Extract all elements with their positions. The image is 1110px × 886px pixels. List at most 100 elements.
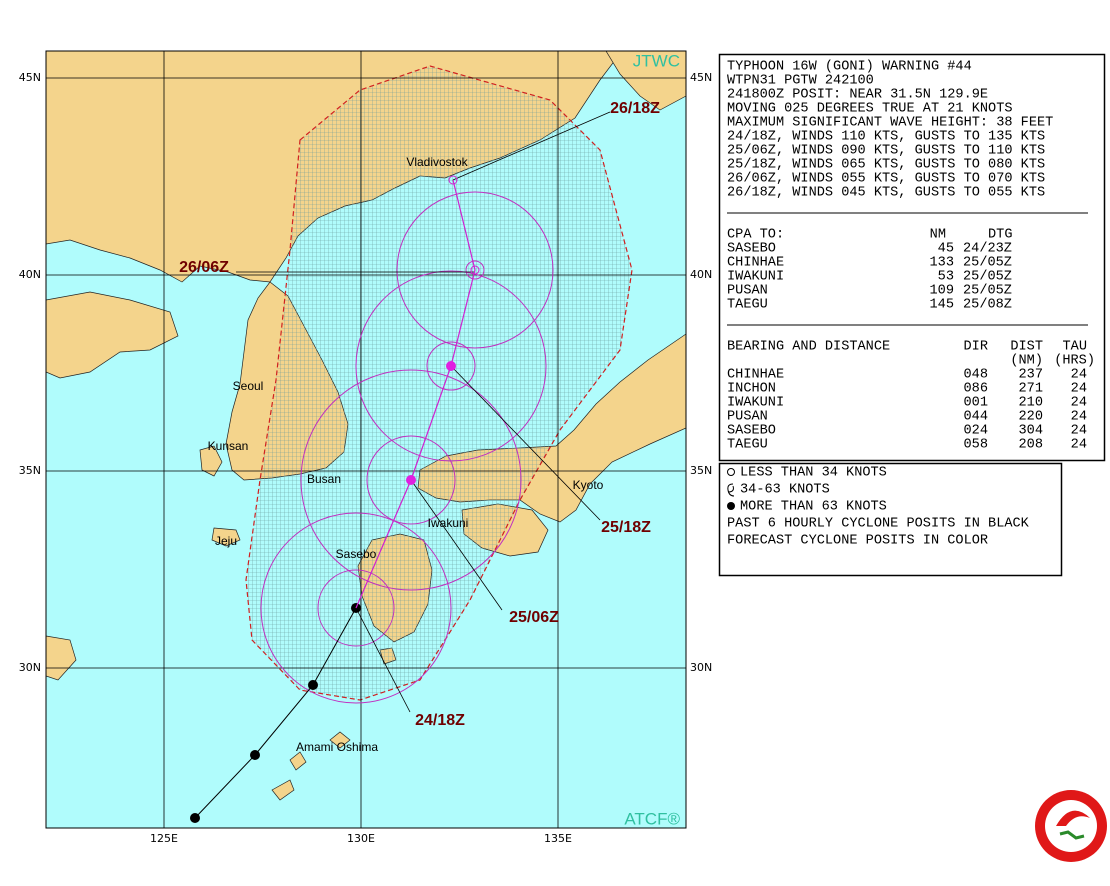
lon-label: 125E	[150, 832, 178, 845]
legend-icon	[727, 468, 735, 476]
legend-item: LESS THAN 34 KNOTS	[740, 466, 887, 481]
bearing-value: 237	[1019, 368, 1043, 383]
bearing-value: 048	[964, 368, 988, 383]
bearing-value: 058	[964, 438, 988, 453]
bearing-value: 210	[1019, 396, 1043, 411]
cpa-dtg: 25/08Z	[963, 298, 1012, 313]
bearing-value: 304	[1019, 424, 1043, 439]
map-labels: JTWC ATCF® Vladivostok Seoul Kunsan Busan Iwak…	[179, 51, 680, 828]
cpa-nm: 53	[938, 270, 954, 285]
lat-label: 45N	[19, 71, 41, 84]
source-label: ATCF®	[624, 809, 680, 828]
danger-area	[245, 65, 633, 701]
lon-label: 130E	[347, 832, 375, 845]
bearing-header: DIST	[1010, 340, 1043, 355]
bearing-unit: (NM)	[1010, 354, 1043, 369]
bearing-name: SASEBO	[727, 424, 776, 439]
place-label: Iwakuni	[428, 516, 469, 530]
cpa-name: PUSAN	[727, 284, 768, 299]
map: JTWC ATCF® Vladivostok Seoul Kunsan Busan Iwak…	[46, 51, 686, 828]
time-label: 25/06Z	[509, 609, 559, 626]
warning-box	[718, 53, 1106, 462]
legend-icon	[727, 483, 735, 497]
cpa-name: TAEGU	[727, 298, 768, 313]
cpa-name: CHINHAE	[727, 256, 784, 271]
warning-line: 24/18Z, WINDS 110 KTS, GUSTS TO 135 KTS	[727, 130, 1045, 145]
cpa-nm: 45	[938, 242, 954, 257]
legend-item: MORE THAN 63 KNOTS	[740, 500, 887, 515]
warning-line: 26/06Z, WINDS 055 KTS, GUSTS TO 070 KTS	[727, 172, 1045, 187]
bearing-value: 24	[1071, 424, 1087, 439]
lat-label: 45N	[690, 71, 712, 84]
cpa-nm: 133	[930, 256, 954, 271]
logo	[1035, 790, 1107, 862]
bearing-value: 024	[964, 424, 988, 439]
legend-icon	[727, 502, 735, 510]
place-label: Busan	[307, 472, 341, 486]
warning-line: 25/06Z, WINDS 090 KTS, GUSTS TO 110 KTS	[727, 144, 1045, 159]
lat-label: 40N	[19, 268, 41, 281]
warning-line: MOVING 025 DEGREES TRUE AT 21 KNOTS	[727, 102, 1013, 117]
legend-item: 34-63 KNOTS	[740, 483, 830, 498]
place-label: Sasebo	[336, 547, 377, 561]
place-label: Vladivostok	[406, 155, 468, 169]
place-label: Kyoto	[573, 478, 604, 492]
bearing-value: 271	[1019, 382, 1043, 397]
warning-line: MAXIMUM SIGNIFICANT WAVE HEIGHT: 38 FEET	[727, 116, 1053, 131]
legend-box	[718, 462, 1063, 577]
bearing-unit: (HRS)	[1054, 354, 1095, 369]
bearing-value: 044	[964, 410, 988, 425]
graticule	[46, 51, 686, 828]
leader-lines	[236, 111, 611, 713]
bearing-name: TAEGU	[727, 438, 768, 453]
cpa-name: SASEBO	[727, 242, 776, 257]
bearing-value: 001	[964, 396, 988, 411]
place-label: Seoul	[233, 379, 264, 393]
lon-label: 135E	[544, 832, 572, 845]
bearing-value: 24	[1071, 438, 1087, 453]
bearing-value: 208	[1019, 438, 1043, 453]
legend-note: PAST 6 HOURLY CYCLONE POSITS IN BLACK	[727, 517, 1030, 532]
warning-line: WTPN31 PGTW 242100	[727, 74, 874, 89]
bearing-value: 086	[964, 382, 988, 397]
bearing-value: 24	[1071, 382, 1087, 397]
place-label: Kunsan	[208, 439, 249, 453]
past-positions	[190, 603, 361, 823]
lat-label: 35N	[690, 464, 712, 477]
bearing-name: INCHON	[727, 382, 776, 397]
cpa-nm: 145	[930, 298, 954, 313]
lat-label: 30N	[19, 661, 41, 674]
bearing-name: CHINHAE	[727, 368, 784, 383]
bearing-header: DIR	[964, 340, 988, 355]
place-label: Jeju	[215, 534, 237, 548]
bearing-header: TAU	[1063, 340, 1087, 355]
time-label: 25/18Z	[601, 519, 651, 536]
time-label: 24/18Z	[415, 712, 465, 729]
bearing-name: IWAKUNI	[727, 396, 784, 411]
lat-label: 40N	[690, 268, 712, 281]
cpa-name: IWAKUNI	[727, 270, 784, 285]
source-label: JTWC	[633, 51, 680, 70]
map-frame	[45, 50, 687, 829]
time-label: 26/06Z	[179, 259, 229, 276]
time-label: 26/18Z	[610, 100, 660, 117]
cpa-header: DTG	[988, 228, 1012, 243]
warning-line: 25/18Z, WINDS 065 KTS, GUSTS TO 080 KTS	[727, 158, 1045, 173]
bearing-value: 24	[1071, 368, 1087, 383]
warning-line: 26/18Z, WINDS 045 KTS, GUSTS TO 055 KTS	[727, 186, 1045, 201]
cpa-title: CPA TO:	[727, 228, 784, 243]
cpa-header: NM	[930, 228, 946, 243]
place-label: Amami Oshima	[296, 740, 378, 754]
cpa-dtg: 25/05Z	[963, 284, 1012, 299]
lat-label: 35N	[19, 464, 41, 477]
cpa-dtg: 25/05Z	[963, 256, 1012, 271]
past-track	[194, 607, 357, 819]
lat-label: 30N	[690, 661, 712, 674]
cpa-dtg: 24/23Z	[963, 242, 1012, 257]
bearing-value: 24	[1071, 396, 1087, 411]
forecast-positions	[406, 175, 480, 485]
bearing-value: 220	[1019, 410, 1043, 425]
